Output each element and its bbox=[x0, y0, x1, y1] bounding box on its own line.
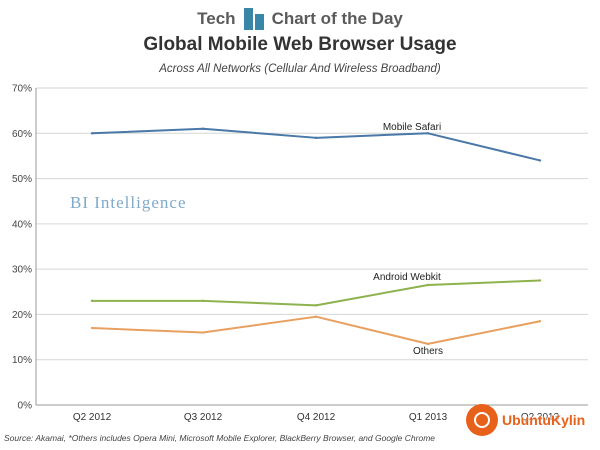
series-label: Others bbox=[413, 346, 443, 357]
ubuntu-logo-icon bbox=[466, 404, 498, 436]
header-chart-of-the-day-label: Chart of the Day bbox=[271, 9, 403, 28]
header: Tech Chart of the Day bbox=[0, 6, 600, 32]
data-point bbox=[90, 299, 94, 303]
chart-of-the-day-icon bbox=[243, 8, 264, 30]
data-point bbox=[90, 326, 94, 330]
y-tick-label: 10% bbox=[12, 355, 32, 366]
data-point bbox=[538, 320, 542, 323]
series-label: Android Webkit bbox=[373, 272, 441, 283]
y-tick-label: 50% bbox=[12, 174, 32, 185]
data-point bbox=[426, 342, 430, 346]
x-tick-label: Q2 2013 bbox=[521, 412, 560, 423]
y-tick-label: 30% bbox=[12, 265, 32, 276]
data-point bbox=[314, 136, 318, 140]
chart-title: Global Mobile Web Browser Usage bbox=[143, 34, 457, 55]
data-point bbox=[426, 132, 430, 135]
x-tick-label: Q4 2012 bbox=[297, 412, 336, 423]
data-point bbox=[426, 283, 430, 287]
source-note: Source: Akamai, *Others includes Opera M… bbox=[4, 433, 435, 443]
y-tick-label: 60% bbox=[12, 129, 32, 140]
data-point bbox=[201, 127, 205, 130]
series-label: Mobile Safari bbox=[383, 122, 441, 133]
data-point bbox=[538, 279, 542, 282]
data-point bbox=[201, 331, 205, 334]
header-tech-label: Tech bbox=[197, 9, 236, 28]
y-tick-label: 40% bbox=[12, 219, 32, 230]
y-tick-label: 70% bbox=[12, 84, 32, 95]
bi-intelligence-watermark: BI Intelligence bbox=[70, 193, 187, 212]
x-tick-label: Q1 2013 bbox=[409, 412, 448, 423]
data-point bbox=[314, 315, 318, 318]
chart-subtitle: Across All Networks (Cellular And Wirele… bbox=[159, 63, 441, 75]
data-point bbox=[90, 132, 94, 135]
series-line bbox=[91, 315, 541, 345]
data-point bbox=[538, 159, 542, 162]
x-tick-label: Q2 2012 bbox=[73, 412, 112, 423]
x-tick-label: Q3 2012 bbox=[184, 412, 223, 423]
y-tick-label: 20% bbox=[12, 310, 32, 321]
watermark-label: UbuntuKylin bbox=[502, 412, 586, 428]
data-point bbox=[201, 299, 205, 303]
data-point bbox=[314, 304, 318, 307]
y-tick-label: 0% bbox=[18, 401, 33, 412]
series-line bbox=[92, 279, 541, 307]
watermark: UbuntuKylin bbox=[466, 404, 585, 436]
